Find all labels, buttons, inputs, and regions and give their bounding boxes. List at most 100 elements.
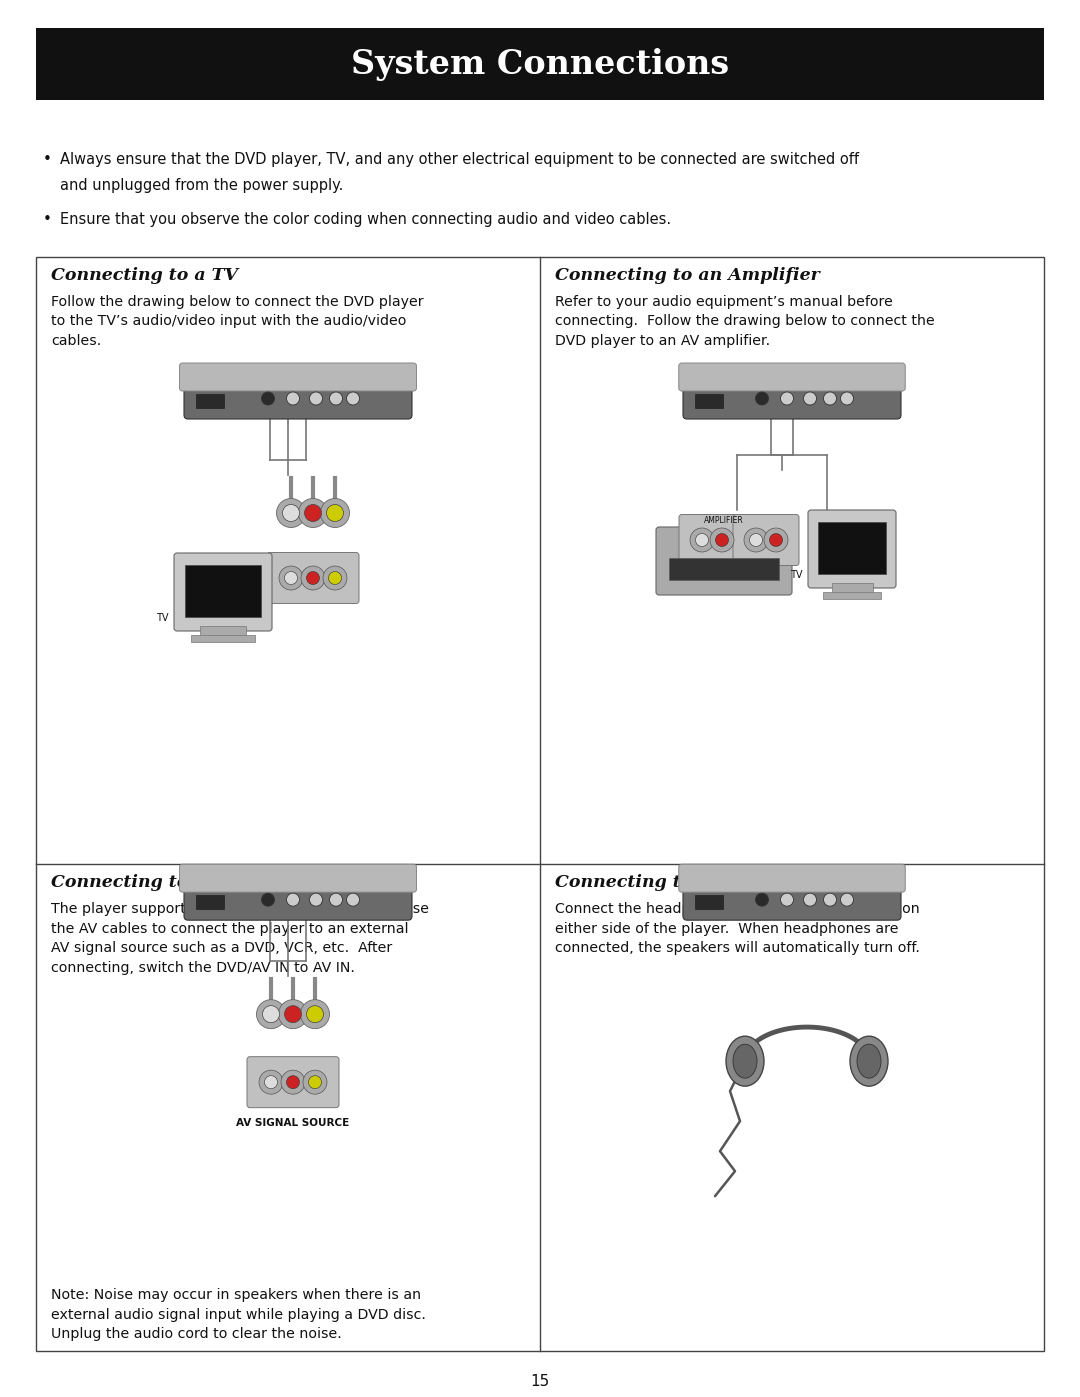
- FancyBboxPatch shape: [247, 1056, 339, 1108]
- Circle shape: [328, 571, 341, 584]
- Circle shape: [696, 534, 708, 546]
- FancyBboxPatch shape: [656, 527, 792, 595]
- Circle shape: [840, 893, 853, 907]
- FancyBboxPatch shape: [174, 553, 272, 631]
- Ellipse shape: [850, 1037, 888, 1087]
- Circle shape: [261, 893, 274, 907]
- Bar: [191, 636, 255, 643]
- Text: AV SIGNAL SOURCE: AV SIGNAL SOURCE: [237, 1118, 350, 1129]
- FancyBboxPatch shape: [184, 379, 411, 419]
- Circle shape: [756, 393, 769, 405]
- Bar: [669, 557, 779, 580]
- Text: Connecting to an External AV Source: Connecting to an External AV Source: [51, 875, 411, 891]
- Bar: [200, 626, 246, 640]
- FancyBboxPatch shape: [678, 363, 905, 391]
- Text: TV: TV: [157, 613, 168, 623]
- Circle shape: [259, 1070, 283, 1094]
- Circle shape: [279, 1000, 308, 1028]
- FancyBboxPatch shape: [679, 514, 745, 566]
- Circle shape: [310, 393, 323, 405]
- Circle shape: [300, 1000, 329, 1028]
- Circle shape: [323, 566, 347, 590]
- Text: •: •: [43, 212, 52, 226]
- Text: AMPLIFIER: AMPLIFIER: [704, 515, 744, 525]
- FancyBboxPatch shape: [678, 865, 905, 893]
- Circle shape: [310, 893, 323, 907]
- FancyBboxPatch shape: [733, 514, 799, 566]
- Circle shape: [286, 393, 299, 405]
- Circle shape: [281, 1070, 305, 1094]
- Circle shape: [781, 893, 794, 907]
- Circle shape: [710, 528, 734, 552]
- Text: Note: Noise may occur in speakers when there is an
external audio signal input w: Note: Noise may occur in speakers when t…: [51, 1288, 426, 1341]
- Ellipse shape: [733, 1044, 757, 1078]
- Text: Refer to your audio equipment’s manual before
connecting.  Follow the drawing be: Refer to your audio equipment’s manual b…: [555, 295, 935, 348]
- Bar: [819, 522, 886, 574]
- Circle shape: [307, 1006, 324, 1023]
- Text: Connecting to a TV: Connecting to a TV: [51, 267, 238, 284]
- Text: System Connections: System Connections: [351, 47, 729, 81]
- Bar: [36, 28, 1044, 101]
- Bar: [195, 394, 224, 408]
- FancyBboxPatch shape: [267, 552, 359, 604]
- Bar: [696, 394, 723, 408]
- Circle shape: [769, 534, 783, 546]
- Circle shape: [301, 566, 325, 590]
- Circle shape: [326, 504, 343, 521]
- Circle shape: [303, 1070, 327, 1094]
- Circle shape: [279, 566, 303, 590]
- Circle shape: [329, 393, 342, 405]
- Circle shape: [284, 1006, 301, 1023]
- Text: Connecting to an Amplifier: Connecting to an Amplifier: [555, 267, 820, 284]
- Circle shape: [309, 1076, 322, 1088]
- Text: Connecting to the Headphones: Connecting to the Headphones: [555, 875, 856, 891]
- Circle shape: [804, 893, 816, 907]
- Ellipse shape: [726, 1037, 764, 1087]
- Circle shape: [824, 393, 837, 405]
- Circle shape: [690, 528, 714, 552]
- Circle shape: [715, 534, 729, 546]
- Circle shape: [261, 393, 274, 405]
- Text: •: •: [43, 152, 52, 168]
- Text: and unplugged from the power supply.: and unplugged from the power supply.: [60, 177, 343, 193]
- Text: Connect the headphones to the headphone jack on
either side of the player.  When: Connect the headphones to the headphone …: [555, 902, 920, 956]
- Circle shape: [307, 571, 320, 584]
- Circle shape: [781, 393, 794, 405]
- Circle shape: [756, 893, 769, 907]
- FancyBboxPatch shape: [179, 363, 417, 391]
- Bar: [36, 257, 1044, 1351]
- Text: Ensure that you observe the color coding when connecting audio and video cables.: Ensure that you observe the color coding…: [60, 212, 671, 226]
- Circle shape: [276, 499, 306, 528]
- Circle shape: [840, 393, 853, 405]
- Bar: [195, 895, 224, 909]
- Text: Always ensure that the DVD player, TV, and any other electrical equipment to be : Always ensure that the DVD player, TV, a…: [60, 152, 859, 168]
- Circle shape: [321, 499, 350, 528]
- Bar: [186, 566, 260, 617]
- Circle shape: [329, 893, 342, 907]
- Bar: [696, 895, 723, 909]
- Circle shape: [286, 1076, 299, 1088]
- Text: Follow the drawing below to connect the DVD player
to the TV’s audio/video input: Follow the drawing below to connect the …: [51, 295, 423, 348]
- Text: TV: TV: [791, 570, 804, 580]
- Circle shape: [744, 528, 768, 552]
- Circle shape: [347, 393, 360, 405]
- Text: 15: 15: [530, 1375, 550, 1389]
- Circle shape: [347, 893, 360, 907]
- FancyBboxPatch shape: [683, 880, 901, 921]
- Bar: [823, 592, 880, 599]
- Circle shape: [284, 571, 297, 584]
- FancyBboxPatch shape: [683, 379, 901, 419]
- Circle shape: [286, 893, 299, 907]
- FancyBboxPatch shape: [179, 865, 417, 893]
- Circle shape: [262, 1006, 280, 1023]
- Circle shape: [764, 528, 788, 552]
- Circle shape: [804, 393, 816, 405]
- Circle shape: [257, 1000, 285, 1028]
- Circle shape: [265, 1076, 278, 1088]
- FancyBboxPatch shape: [808, 510, 896, 588]
- Circle shape: [750, 534, 762, 546]
- Circle shape: [305, 504, 322, 521]
- Circle shape: [824, 893, 837, 907]
- Circle shape: [283, 504, 299, 521]
- Text: The player supports an AV signal input function.  Use
the AV cables to connect t: The player supports an AV signal input f…: [51, 902, 429, 975]
